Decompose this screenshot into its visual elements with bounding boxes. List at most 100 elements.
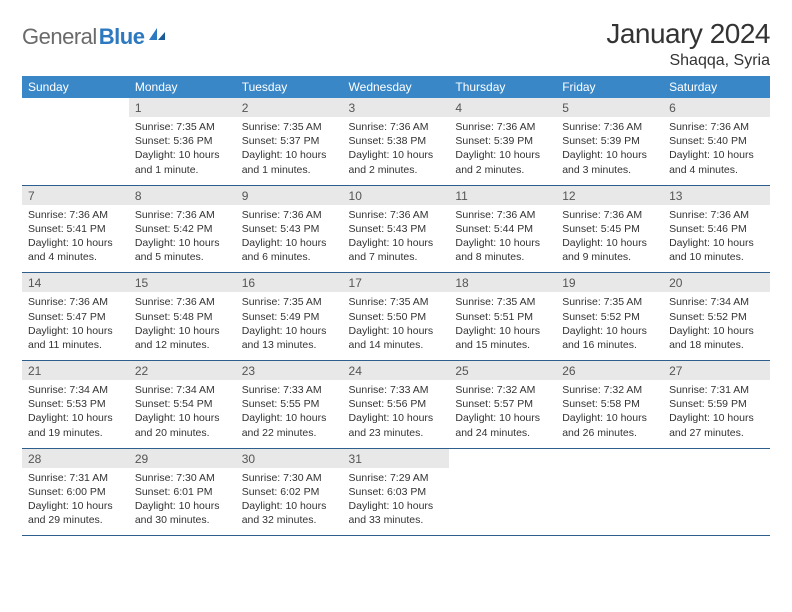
- sunrise-text: Sunrise: 7:36 AM: [135, 208, 230, 222]
- sunrise-text: Sunrise: 7:36 AM: [28, 208, 123, 222]
- day-cell: Sunrise: 7:35 AMSunset: 5:50 PMDaylight:…: [343, 292, 450, 360]
- sunset-text: Sunset: 5:58 PM: [562, 397, 657, 411]
- daylight-text: Daylight: 10 hours and 2 minutes.: [349, 148, 444, 176]
- day-number: 26: [556, 361, 663, 381]
- day-cell: Sunrise: 7:33 AMSunset: 5:56 PMDaylight:…: [343, 380, 450, 448]
- day-number: 28: [22, 448, 129, 468]
- sunrise-text: Sunrise: 7:36 AM: [562, 208, 657, 222]
- sunrise-text: Sunrise: 7:35 AM: [242, 295, 337, 309]
- day-cell: Sunrise: 7:29 AMSunset: 6:03 PMDaylight:…: [343, 468, 450, 536]
- day-number: [22, 98, 129, 117]
- sunrise-text: Sunrise: 7:35 AM: [242, 120, 337, 134]
- daylight-text: Daylight: 10 hours and 20 minutes.: [135, 411, 230, 439]
- day-number: 6: [663, 98, 770, 117]
- logo-text-gray: General: [22, 24, 97, 50]
- sunset-text: Sunset: 5:57 PM: [455, 397, 550, 411]
- day-cell: Sunrise: 7:36 AMSunset: 5:45 PMDaylight:…: [556, 205, 663, 273]
- day-cell: Sunrise: 7:36 AMSunset: 5:47 PMDaylight:…: [22, 292, 129, 360]
- page-header: GeneralBlue January 2024 Shaqqa, Syria: [22, 18, 770, 70]
- daylight-text: Daylight: 10 hours and 32 minutes.: [242, 499, 337, 527]
- daylight-text: Daylight: 10 hours and 7 minutes.: [349, 236, 444, 264]
- sunset-text: Sunset: 6:03 PM: [349, 485, 444, 499]
- day-number: [449, 448, 556, 468]
- sunset-text: Sunset: 5:53 PM: [28, 397, 123, 411]
- day-cell: Sunrise: 7:36 AMSunset: 5:43 PMDaylight:…: [236, 205, 343, 273]
- sunrise-text: Sunrise: 7:29 AM: [349, 471, 444, 485]
- daylight-text: Daylight: 10 hours and 12 minutes.: [135, 324, 230, 352]
- day-cell: Sunrise: 7:36 AMSunset: 5:44 PMDaylight:…: [449, 205, 556, 273]
- day-number: 25: [449, 361, 556, 381]
- day-cell: Sunrise: 7:35 AMSunset: 5:51 PMDaylight:…: [449, 292, 556, 360]
- day-header: Friday: [556, 76, 663, 98]
- day-number: 12: [556, 185, 663, 205]
- sail-icon: [147, 26, 167, 47]
- daylight-text: Daylight: 10 hours and 8 minutes.: [455, 236, 550, 264]
- sunrise-text: Sunrise: 7:36 AM: [135, 295, 230, 309]
- day-cell: Sunrise: 7:36 AMSunset: 5:43 PMDaylight:…: [343, 205, 450, 273]
- day-cell: Sunrise: 7:36 AMSunset: 5:42 PMDaylight:…: [129, 205, 236, 273]
- week-content-row: Sunrise: 7:35 AMSunset: 5:36 PMDaylight:…: [22, 117, 770, 185]
- sunset-text: Sunset: 5:56 PM: [349, 397, 444, 411]
- sunset-text: Sunset: 5:37 PM: [242, 134, 337, 148]
- sunset-text: Sunset: 5:45 PM: [562, 222, 657, 236]
- day-number: 15: [129, 273, 236, 293]
- sunrise-text: Sunrise: 7:34 AM: [135, 383, 230, 397]
- day-cell: Sunrise: 7:34 AMSunset: 5:53 PMDaylight:…: [22, 380, 129, 448]
- day-number: 11: [449, 185, 556, 205]
- sunrise-text: Sunrise: 7:34 AM: [669, 295, 764, 309]
- day-header: Tuesday: [236, 76, 343, 98]
- daylight-text: Daylight: 10 hours and 4 minutes.: [669, 148, 764, 176]
- day-number: 9: [236, 185, 343, 205]
- daylight-text: Daylight: 10 hours and 14 minutes.: [349, 324, 444, 352]
- day-cell: [556, 468, 663, 536]
- week-content-row: Sunrise: 7:31 AMSunset: 6:00 PM Daylight:…: [22, 468, 770, 536]
- day-number: 18: [449, 273, 556, 293]
- sunrise-text: Sunrise: 7:33 AM: [349, 383, 444, 397]
- sunrise-text: Sunrise: 7:35 AM: [349, 295, 444, 309]
- sunrise-text: Sunrise: 7:35 AM: [135, 120, 230, 134]
- day-number: 16: [236, 273, 343, 293]
- week-daynum-row: 78910111213: [22, 185, 770, 205]
- day-cell: Sunrise: 7:34 AMSunset: 5:54 PMDaylight:…: [129, 380, 236, 448]
- calendar-header-row: Sunday Monday Tuesday Wednesday Thursday…: [22, 76, 770, 98]
- logo: GeneralBlue: [22, 24, 167, 50]
- sunrise-text: Sunrise: 7:36 AM: [562, 120, 657, 134]
- sunset-text: Sunset: 5:49 PM: [242, 310, 337, 324]
- daylight-text: Daylight: 10 hours and 19 minutes.: [28, 411, 123, 439]
- sunset-text: Sunset: 6:00 PM: [28, 485, 123, 499]
- sunrise-text: Sunrise: 7:32 AM: [455, 383, 550, 397]
- day-cell: [663, 468, 770, 536]
- daylight-text: Daylight: 10 hours and 1 minute.: [135, 148, 230, 176]
- day-cell: Sunrise: 7:35 AMSunset: 5:49 PMDaylight:…: [236, 292, 343, 360]
- day-cell: Sunrise: 7:36 AMSunset: 5:38 PMDaylight:…: [343, 117, 450, 185]
- day-cell: Sunrise: 7:33 AMSunset: 5:55 PMDaylight:…: [236, 380, 343, 448]
- day-number: 31: [343, 448, 450, 468]
- sunrise-text: Sunrise: 7:36 AM: [455, 208, 550, 222]
- sunset-text: Sunset: 5:36 PM: [135, 134, 230, 148]
- sunrise-text: Sunrise: 7:36 AM: [349, 208, 444, 222]
- sunset-text: Sunset: 5:52 PM: [562, 310, 657, 324]
- sunset-text: Sunset: 5:48 PM: [135, 310, 230, 324]
- daylight-text: Daylight: 10 hours and 5 minutes.: [135, 236, 230, 264]
- sunrise-text: Sunrise: 7:30 AM: [242, 471, 337, 485]
- sunset-text: Sunset: 5:52 PM: [669, 310, 764, 324]
- sunset-text: Sunset: 5:38 PM: [349, 134, 444, 148]
- sunset-text: Sunset: 5:47 PM: [28, 310, 123, 324]
- daylight-text: Daylight: 10 hours and 2 minutes.: [455, 148, 550, 176]
- day-cell: Sunrise: 7:35 AMSunset: 5:52 PMDaylight:…: [556, 292, 663, 360]
- daylight-text: Daylight: 10 hours and 13 minutes.: [242, 324, 337, 352]
- daylight-text: Daylight: 10 hours and 10 minutes.: [669, 236, 764, 264]
- sunset-text: Sunset: 5:39 PM: [455, 134, 550, 148]
- day-cell: Sunrise: 7:36 AMSunset: 5:39 PMDaylight:…: [449, 117, 556, 185]
- sunset-text: Sunset: 6:02 PM: [242, 485, 337, 499]
- day-cell: Sunrise: 7:35 AMSunset: 5:36 PMDaylight:…: [129, 117, 236, 185]
- day-number: [556, 448, 663, 468]
- day-number: 14: [22, 273, 129, 293]
- day-cell: Sunrise: 7:36 AMSunset: 5:39 PMDaylight:…: [556, 117, 663, 185]
- week-daynum-row: 123456: [22, 98, 770, 117]
- daylight-text: Daylight: 10 hours and 4 minutes.: [28, 236, 123, 264]
- day-number: 22: [129, 361, 236, 381]
- sunrise-text: Sunrise: 7:31 AM: [28, 471, 123, 485]
- sunset-text: Sunset: 5:40 PM: [669, 134, 764, 148]
- day-cell: [22, 117, 129, 185]
